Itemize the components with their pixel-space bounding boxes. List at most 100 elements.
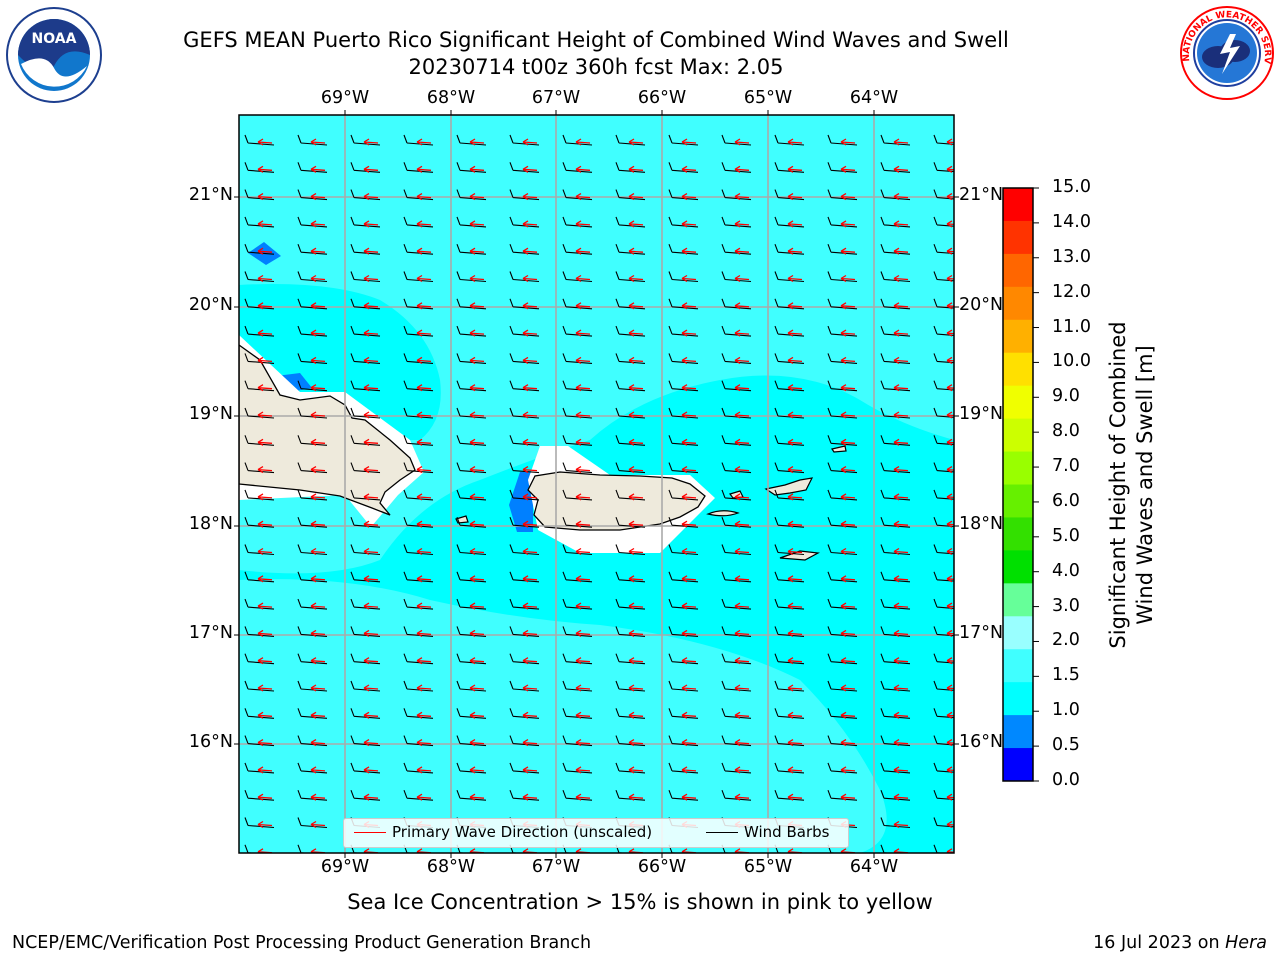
wave-direction-arrow bbox=[575, 247, 591, 255]
low-wave-patch bbox=[276, 373, 312, 392]
wave-direction-arrow bbox=[840, 438, 856, 446]
wave-direction-arrow bbox=[469, 766, 485, 774]
wave-direction-arrow bbox=[575, 739, 591, 747]
wave-direction-arrow bbox=[787, 547, 803, 556]
wave-direction-arrow bbox=[310, 384, 326, 392]
wave-direction-arrow bbox=[628, 274, 644, 283]
lat-tick-right: 17°N bbox=[959, 623, 1004, 643]
wind-barb bbox=[880, 844, 894, 853]
wave-direction-arrow bbox=[575, 220, 591, 228]
wave-direction-arrow bbox=[257, 138, 273, 146]
noaa-logo: NOAA bbox=[6, 7, 102, 103]
wave-direction-arrow bbox=[840, 384, 856, 392]
wave-direction-arrow bbox=[734, 138, 750, 146]
wave-direction-arrow bbox=[734, 629, 750, 637]
wave-direction-arrow bbox=[734, 193, 750, 201]
wave-direction-arrow bbox=[469, 165, 485, 173]
wave-direction-arrow bbox=[840, 411, 856, 419]
colorbar-tick-label: 11.0 bbox=[1052, 316, 1091, 337]
wave-direction-arrow bbox=[469, 138, 485, 146]
wave-direction-arrow bbox=[893, 766, 909, 774]
wave-direction-arrow bbox=[787, 739, 803, 747]
wave-direction-arrow bbox=[522, 356, 538, 364]
wave-direction-arrow bbox=[787, 711, 803, 719]
wave-direction-arrow bbox=[469, 411, 485, 419]
colorbar-segment bbox=[1003, 352, 1033, 387]
wave-direction-arrow bbox=[469, 247, 485, 255]
colorbar-tick-label: 2.0 bbox=[1052, 630, 1080, 651]
wave-direction-arrow bbox=[946, 193, 954, 201]
wave-direction-arrow bbox=[469, 193, 485, 201]
wave-direction-arrow bbox=[363, 411, 379, 419]
wave-direction-arrow bbox=[946, 438, 954, 446]
wave-direction-arrow bbox=[787, 766, 803, 774]
wave-direction-arrow bbox=[734, 520, 750, 528]
wave-direction-arrow bbox=[681, 657, 697, 665]
wave-direction-arrow bbox=[893, 193, 909, 201]
wave-direction-arrow bbox=[893, 302, 909, 310]
wave-direction-arrow bbox=[469, 356, 485, 364]
map-legend: Primary Wave Direction (unscaled) Wind B… bbox=[343, 818, 849, 848]
wave-direction-arrow bbox=[310, 820, 326, 829]
wave-direction-arrow bbox=[522, 602, 538, 610]
wave-direction-arrow bbox=[575, 329, 591, 337]
wave-direction-arrow bbox=[310, 657, 326, 665]
wave-direction-arrow bbox=[840, 711, 856, 719]
wave-direction-arrow bbox=[628, 438, 644, 446]
wave-direction-arrow bbox=[946, 575, 954, 583]
wave-direction-arrow bbox=[310, 438, 326, 446]
wave-direction-arrow bbox=[257, 547, 273, 556]
wave-direction-arrow bbox=[840, 274, 856, 283]
wave-direction-arrow bbox=[946, 138, 954, 146]
wave-direction-arrow bbox=[628, 684, 644, 692]
wave-direction-arrow bbox=[840, 165, 856, 173]
colorbar-tick-label: 15.0 bbox=[1052, 177, 1091, 197]
wave-direction-arrow bbox=[575, 302, 591, 310]
wave-direction-arrow bbox=[522, 520, 538, 528]
wave-direction-arrow bbox=[946, 493, 954, 501]
wave-direction-arrow bbox=[416, 629, 432, 637]
wave-direction-arrow bbox=[628, 739, 644, 747]
wave-direction-arrow bbox=[257, 657, 273, 665]
wave-direction-arrow bbox=[363, 602, 379, 610]
wave-direction-arrow bbox=[628, 247, 644, 255]
wave-direction-arrow bbox=[628, 329, 644, 337]
noaa-logo-text: NOAA bbox=[32, 31, 77, 47]
wave-direction-arrow bbox=[628, 520, 644, 528]
wave-direction-arrow bbox=[522, 493, 538, 501]
wave-direction-arrow bbox=[734, 329, 750, 337]
wave-direction-arrow bbox=[840, 575, 856, 583]
wind-barb bbox=[244, 844, 258, 853]
wave-direction-arrow bbox=[310, 356, 326, 364]
wave-direction-arrow bbox=[893, 575, 909, 583]
wave-direction-arrow bbox=[257, 602, 273, 610]
wave-direction-arrow bbox=[787, 575, 803, 583]
wave-direction-arrow bbox=[257, 165, 273, 173]
wave-direction-arrow bbox=[416, 602, 432, 610]
wave-direction-arrow bbox=[363, 247, 379, 255]
wave-direction-arrow bbox=[310, 602, 326, 610]
footer-date-text: 16 Jul 2023 on bbox=[1093, 933, 1226, 953]
wave-direction-arrow bbox=[628, 602, 644, 610]
wave-direction-arrow bbox=[522, 302, 538, 310]
wave-direction-arrow bbox=[681, 193, 697, 201]
wave-direction-arrow bbox=[522, 274, 538, 283]
wave-direction-arrow bbox=[893, 629, 909, 637]
wave-direction-arrow bbox=[469, 466, 485, 474]
wave-direction-arrow bbox=[363, 302, 379, 310]
wave-direction-arrow bbox=[628, 793, 644, 801]
wave-direction-arrow bbox=[787, 602, 803, 610]
wave-direction-arrow bbox=[257, 575, 273, 583]
wave-direction-arrow bbox=[363, 739, 379, 747]
wave-direction-arrow bbox=[469, 575, 485, 583]
wave-direction-arrow bbox=[416, 493, 432, 501]
colorbar-segment bbox=[1003, 583, 1033, 617]
wave-direction-arrow bbox=[893, 547, 909, 556]
wave-direction-arrow bbox=[681, 684, 697, 692]
wave-direction-arrow bbox=[681, 247, 697, 255]
wave-direction-arrow bbox=[363, 684, 379, 692]
wave-direction-arrow bbox=[416, 711, 432, 719]
wave-direction-arrow bbox=[310, 684, 326, 692]
wave-direction-arrow bbox=[946, 629, 954, 637]
wave-direction-arrow bbox=[257, 329, 273, 337]
